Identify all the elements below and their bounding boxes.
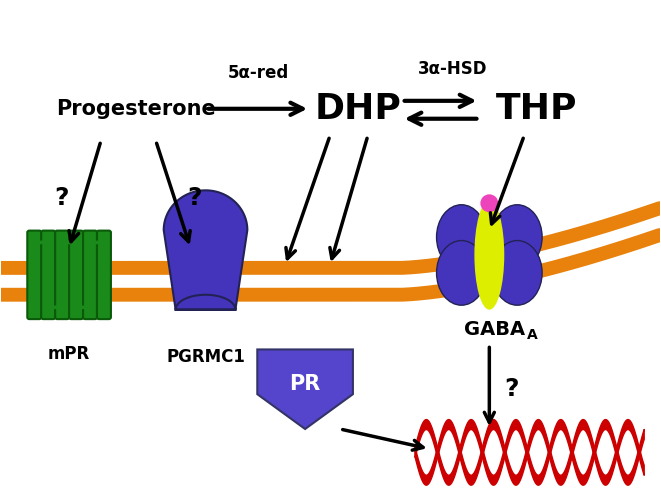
FancyBboxPatch shape — [27, 230, 41, 319]
Text: PGRMC1: PGRMC1 — [166, 348, 245, 366]
Ellipse shape — [492, 205, 542, 270]
Text: GABA: GABA — [464, 320, 525, 339]
Text: DHP: DHP — [315, 92, 401, 126]
FancyBboxPatch shape — [55, 230, 69, 319]
Ellipse shape — [481, 194, 498, 212]
Text: ?: ? — [55, 186, 69, 210]
FancyBboxPatch shape — [69, 230, 83, 319]
Ellipse shape — [436, 240, 486, 305]
Text: Progesterone: Progesterone — [56, 99, 215, 119]
Text: 5α-red: 5α-red — [227, 64, 289, 82]
Text: 3α-HSD: 3α-HSD — [418, 60, 487, 78]
Text: ?: ? — [188, 186, 202, 210]
Text: THP: THP — [495, 92, 577, 126]
Text: PR: PR — [290, 374, 321, 394]
Text: A: A — [527, 328, 538, 342]
FancyBboxPatch shape — [41, 230, 55, 319]
Polygon shape — [257, 350, 353, 429]
Polygon shape — [164, 190, 247, 310]
Text: mPR: mPR — [48, 346, 91, 364]
Ellipse shape — [475, 200, 504, 310]
FancyBboxPatch shape — [97, 230, 111, 319]
Text: ?: ? — [504, 377, 519, 401]
Ellipse shape — [436, 205, 486, 270]
FancyBboxPatch shape — [83, 230, 97, 319]
Ellipse shape — [492, 240, 542, 305]
